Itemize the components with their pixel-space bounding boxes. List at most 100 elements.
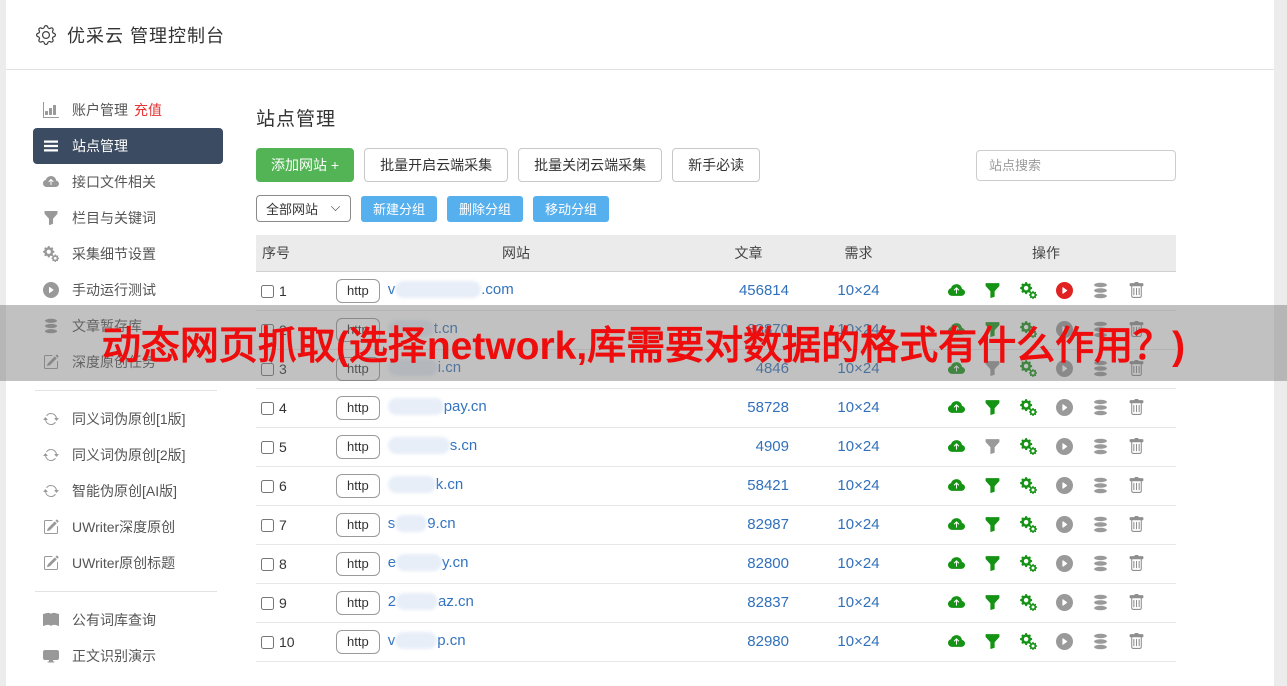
cloud-upload-icon[interactable] bbox=[947, 399, 965, 416]
gears-icon[interactable] bbox=[1019, 555, 1037, 572]
cloud-upload-icon[interactable] bbox=[947, 360, 965, 377]
article-count-link[interactable]: 4909 bbox=[696, 427, 801, 467]
trash-icon[interactable] bbox=[1128, 399, 1145, 416]
article-count-link[interactable]: 58421 bbox=[696, 466, 801, 506]
database-icon[interactable] bbox=[1092, 360, 1109, 377]
article-count-link[interactable]: 82800 bbox=[696, 544, 801, 584]
database-icon[interactable] bbox=[1092, 399, 1109, 416]
article-count-link[interactable]: 58728 bbox=[696, 388, 801, 428]
filter-icon[interactable] bbox=[984, 633, 1001, 650]
row-checkbox[interactable] bbox=[261, 479, 274, 493]
add-site-button[interactable]: 添加网站 + bbox=[256, 148, 355, 182]
batch-open-collect-button[interactable]: 批量开启云端采集 bbox=[364, 148, 509, 182]
sidebar-item[interactable]: 智能伪原创[AI版] bbox=[33, 473, 223, 509]
protocol-chip[interactable]: http bbox=[336, 434, 380, 459]
filter-icon[interactable] bbox=[984, 438, 1001, 455]
play-icon[interactable] bbox=[1055, 360, 1073, 377]
filter-icon[interactable] bbox=[984, 399, 1001, 416]
play-icon[interactable] bbox=[1055, 438, 1073, 455]
sidebar-item[interactable]: 同义词伪原创[1版] bbox=[33, 401, 223, 437]
play-icon[interactable] bbox=[1055, 633, 1073, 650]
site-domain-link[interactable]: s.cn bbox=[387, 437, 477, 455]
cloud-upload-icon[interactable] bbox=[947, 555, 965, 572]
site-domain-link[interactable]: pay.cn bbox=[387, 398, 487, 416]
sidebar-item[interactable]: 采集细节设置 bbox=[33, 236, 223, 272]
site-domain-link[interactable]: s 9.cn bbox=[388, 515, 456, 533]
group-filter-select[interactable]: 全部网站 bbox=[256, 195, 352, 222]
gears-icon[interactable] bbox=[1019, 321, 1037, 338]
trash-icon[interactable] bbox=[1128, 633, 1145, 650]
site-domain-link[interactable]: v p.cn bbox=[388, 632, 466, 650]
filter-icon[interactable] bbox=[984, 594, 1001, 611]
trash-icon[interactable] bbox=[1128, 282, 1145, 299]
article-count-link[interactable]: 456814 bbox=[696, 271, 801, 311]
protocol-chip[interactable]: http bbox=[336, 551, 380, 576]
demand-value[interactable]: 10×24 bbox=[801, 427, 916, 467]
database-icon[interactable] bbox=[1092, 282, 1109, 299]
protocol-chip[interactable]: http bbox=[336, 317, 380, 342]
sidebar-item[interactable]: 同义词伪原创[2版] bbox=[33, 437, 223, 473]
trash-icon[interactable] bbox=[1128, 594, 1145, 611]
play-icon[interactable] bbox=[1055, 321, 1073, 338]
trash-icon[interactable] bbox=[1128, 555, 1145, 572]
row-checkbox[interactable] bbox=[261, 323, 274, 337]
gears-icon[interactable] bbox=[1019, 477, 1037, 494]
play-icon[interactable] bbox=[1055, 594, 1073, 611]
cloud-upload-icon[interactable] bbox=[947, 516, 965, 533]
site-domain-link[interactable]: i.cn bbox=[387, 359, 461, 377]
trash-icon[interactable] bbox=[1128, 321, 1145, 338]
new-group-button[interactable]: 新建分组 bbox=[361, 195, 438, 222]
database-icon[interactable] bbox=[1092, 477, 1109, 494]
recharge-badge[interactable]: 充值 bbox=[134, 102, 162, 118]
gears-icon[interactable] bbox=[1019, 516, 1037, 533]
database-icon[interactable] bbox=[1092, 516, 1109, 533]
filter-icon[interactable] bbox=[984, 555, 1001, 572]
protocol-chip[interactable]: http bbox=[336, 512, 380, 537]
row-checkbox[interactable] bbox=[261, 596, 274, 610]
protocol-chip[interactable]: http bbox=[336, 278, 380, 303]
cloud-upload-icon[interactable] bbox=[947, 477, 965, 494]
gears-icon[interactable] bbox=[1019, 594, 1037, 611]
play-icon[interactable] bbox=[1055, 399, 1073, 416]
database-icon[interactable] bbox=[1092, 321, 1109, 338]
gears-icon[interactable] bbox=[1019, 438, 1037, 455]
protocol-chip[interactable]: http bbox=[336, 590, 380, 615]
sidebar-item[interactable]: 站点管理 bbox=[33, 128, 223, 164]
trash-icon[interactable] bbox=[1128, 516, 1145, 533]
protocol-chip[interactable]: http bbox=[336, 473, 380, 498]
gears-icon[interactable] bbox=[1019, 282, 1037, 299]
cloud-upload-icon[interactable] bbox=[947, 594, 965, 611]
site-domain-link[interactable]: 2 az.cn bbox=[388, 593, 474, 611]
database-icon[interactable] bbox=[1092, 633, 1109, 650]
row-checkbox[interactable] bbox=[261, 362, 274, 376]
demand-value[interactable]: 10×24 bbox=[801, 310, 916, 350]
protocol-chip[interactable]: http bbox=[336, 356, 380, 381]
gears-icon[interactable] bbox=[1019, 633, 1037, 650]
demand-value[interactable]: 10×24 bbox=[801, 388, 916, 428]
newbie-guide-button[interactable]: 新手必读 bbox=[672, 148, 761, 182]
protocol-chip[interactable]: http bbox=[336, 629, 380, 654]
sidebar-item[interactable]: UWriter深度原创 bbox=[33, 509, 223, 545]
filter-icon[interactable] bbox=[984, 516, 1001, 533]
demand-value[interactable]: 10×24 bbox=[801, 583, 916, 623]
move-group-button[interactable]: 移动分组 bbox=[533, 195, 610, 222]
filter-icon[interactable] bbox=[984, 282, 1001, 299]
demand-value[interactable]: 10×24 bbox=[801, 466, 916, 506]
gears-icon[interactable] bbox=[1019, 399, 1037, 416]
database-icon[interactable] bbox=[1092, 438, 1109, 455]
row-checkbox[interactable] bbox=[261, 518, 274, 532]
sidebar-item[interactable]: 公有词库查询 bbox=[33, 602, 223, 638]
site-domain-link[interactable]: e y.cn bbox=[388, 554, 468, 572]
gears-icon[interactable] bbox=[1019, 360, 1037, 377]
play-icon[interactable] bbox=[1055, 477, 1073, 494]
demand-value[interactable]: 10×24 bbox=[801, 622, 916, 662]
trash-icon[interactable] bbox=[1128, 477, 1145, 494]
play-icon[interactable] bbox=[1055, 282, 1073, 299]
site-domain-link[interactable]: t.cn bbox=[387, 320, 458, 338]
row-checkbox[interactable] bbox=[261, 440, 274, 454]
trash-icon[interactable] bbox=[1128, 438, 1145, 455]
row-checkbox[interactable] bbox=[261, 284, 274, 298]
row-checkbox[interactable] bbox=[261, 401, 274, 415]
sidebar-item[interactable]: 手动运行测试 bbox=[33, 272, 223, 308]
batch-close-collect-button[interactable]: 批量关闭云端采集 bbox=[518, 148, 663, 182]
